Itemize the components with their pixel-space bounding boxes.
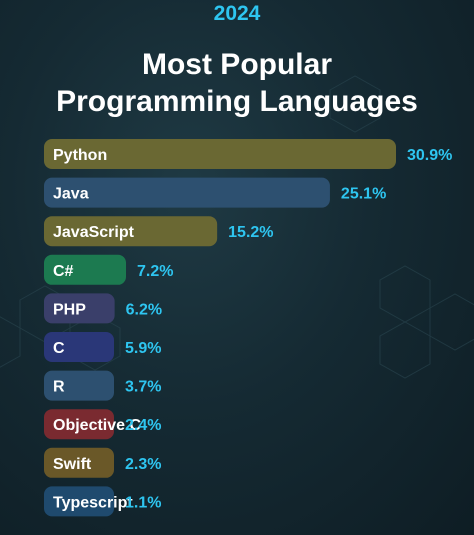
chart-title: Most Popular Programming Languages [0,46,474,120]
category-label-java: Java [53,186,89,203]
bar-python [44,139,396,169]
bar-php [44,293,115,324]
value-label-java: 25.1% [341,186,386,203]
bar-typescript [44,486,114,517]
value-label-swift: 2.3% [125,456,161,473]
value-label-php: 6.2% [126,301,162,318]
category-label-php: PHP [53,301,86,318]
bar-java [44,177,330,208]
category-label-typescript: Typescript [53,494,133,511]
bar-c [44,332,114,362]
bar-swift [44,447,114,478]
title-line-1: Most Popular [141,48,332,81]
bar-javascript [44,216,218,247]
value-label-javascript: 15.2% [228,224,273,241]
category-label-r: R [53,379,65,396]
year-heading: 2024 [213,2,261,25]
value-label-c: 5.9% [125,340,161,357]
value-label-r: 3.7% [125,379,161,396]
category-label-python: Python [53,147,107,164]
title-line-2: Programming Languages [56,85,418,118]
category-label-objective-c: Objective C [53,417,141,434]
bar-c- [44,254,127,285]
category-label-swift: Swift [53,456,92,473]
bar-r [44,370,114,401]
value-label-objective-c: 2.4% [125,417,161,434]
value-label-typescript: 1.1% [125,494,161,511]
value-label-c-: 7.2% [137,263,173,280]
bar-objective-c [44,409,114,440]
category-label-c-: C# [53,263,74,280]
value-label-python: 30.9% [407,147,452,164]
category-label-javascript: JavaScript [53,224,135,241]
category-label-c: C [53,340,65,357]
